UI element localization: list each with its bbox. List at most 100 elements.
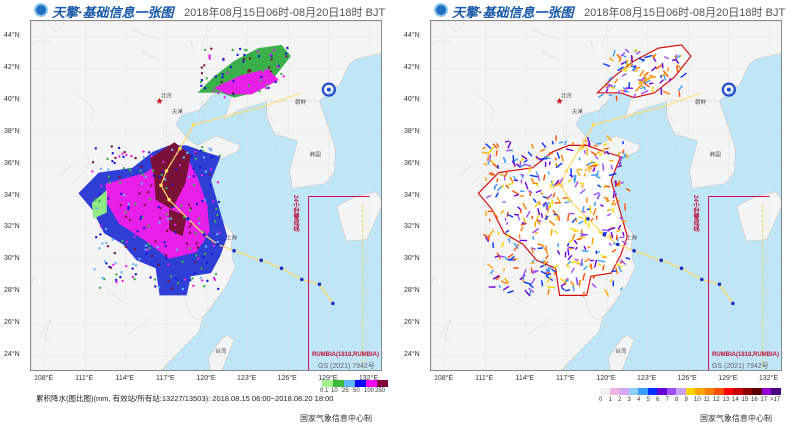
capital-star-icon: ★ bbox=[556, 96, 564, 106]
longitude-tick-label: 117°E bbox=[156, 375, 175, 382]
wind-barb bbox=[611, 199, 615, 206]
station-dot bbox=[199, 149, 203, 152]
wind-barb bbox=[537, 174, 541, 181]
legend-swatch bbox=[619, 388, 629, 395]
station-dot bbox=[127, 187, 130, 191]
station-dot bbox=[206, 279, 209, 283]
station-dot bbox=[133, 235, 136, 238]
wind-barb bbox=[593, 192, 600, 196]
station-dot bbox=[142, 156, 145, 159]
wind-barb bbox=[577, 168, 583, 171]
longitude-tick-label: 114°E bbox=[515, 375, 535, 382]
legend-label: 8 bbox=[675, 397, 679, 403]
wind-barb bbox=[507, 141, 512, 149]
typhoon-track-point bbox=[616, 242, 620, 247]
latitude-tick-label: 26°N bbox=[404, 319, 420, 327]
station-dot bbox=[240, 68, 244, 72]
wind-barb bbox=[603, 62, 611, 68]
legend-swatch bbox=[628, 388, 638, 395]
station-dot bbox=[208, 147, 211, 150]
wind-barb bbox=[596, 142, 602, 145]
typhoon-track-point bbox=[202, 233, 207, 237]
station-dot bbox=[223, 96, 226, 99]
wind-barb bbox=[482, 146, 487, 150]
station-dot bbox=[203, 198, 206, 202]
station-dot bbox=[190, 223, 193, 226]
left-precipitation-map: ★ 北京 天津 上海 朝鲜 韩国 台湾 bbox=[30, 20, 382, 371]
station-dot bbox=[174, 157, 177, 160]
station-dot bbox=[269, 53, 272, 56]
wind-barb bbox=[552, 183, 560, 188]
legend-swatch bbox=[676, 388, 686, 395]
typhoon-track-point bbox=[559, 183, 563, 188]
station-dot bbox=[152, 174, 155, 177]
right-storm-label: RUMBIA(1818,RUMBIA) bbox=[712, 352, 780, 358]
station-dot bbox=[164, 254, 168, 257]
station-dot bbox=[202, 156, 206, 159]
station-dot bbox=[212, 244, 215, 247]
wind-barb bbox=[494, 255, 500, 259]
station-dot bbox=[131, 267, 134, 270]
place-label: 北京 bbox=[561, 92, 573, 100]
wind-barb bbox=[567, 213, 570, 222]
wind-barb bbox=[609, 159, 614, 162]
typhoon-symbol-icon bbox=[726, 87, 731, 92]
province-border bbox=[72, 154, 90, 183]
station-dot bbox=[124, 211, 127, 214]
wind-barb bbox=[542, 201, 548, 206]
station-dot bbox=[217, 200, 221, 204]
wind-barb bbox=[619, 286, 624, 292]
longitude-tick-label: 111°E bbox=[75, 375, 94, 382]
tianqing-logo-icon bbox=[434, 3, 448, 17]
wind-barb bbox=[590, 160, 598, 166]
wind-barb bbox=[582, 272, 586, 281]
legend-label: 6 bbox=[656, 397, 660, 403]
province-border bbox=[562, 124, 574, 138]
typhoon-track-extension bbox=[193, 92, 302, 126]
place-label: 天津 bbox=[172, 109, 184, 116]
province-border bbox=[45, 320, 52, 342]
typhoon-track-point bbox=[700, 277, 704, 282]
station-dot bbox=[248, 57, 252, 60]
wind-barb bbox=[554, 179, 560, 186]
wind-barb bbox=[613, 202, 617, 206]
wind-barb bbox=[620, 156, 623, 162]
wind-barb bbox=[585, 164, 593, 170]
wind-barb bbox=[490, 171, 493, 176]
wind-barb bbox=[542, 201, 550, 208]
typhoon-track-point bbox=[317, 282, 322, 287]
wind-barb bbox=[634, 69, 638, 73]
station-dot bbox=[104, 227, 108, 231]
legend-swatch bbox=[355, 380, 366, 387]
station-dot bbox=[262, 70, 265, 73]
wind-barb bbox=[635, 66, 641, 70]
typhoon-symbol-icon bbox=[321, 82, 336, 97]
wind-barb bbox=[505, 229, 510, 234]
wind-barb bbox=[676, 64, 682, 70]
wind-barb bbox=[606, 197, 609, 203]
station-dot bbox=[208, 173, 212, 176]
right-period: 2018年08月15日06时-08月20日18时 BJT bbox=[584, 7, 786, 19]
wind-barb bbox=[677, 85, 684, 92]
station-dot bbox=[188, 225, 191, 229]
province-border bbox=[140, 50, 160, 61]
station-dot bbox=[162, 160, 165, 164]
left-storm-label: RUMBIA(1818,RUMBIA) bbox=[312, 352, 380, 358]
wind-barb bbox=[641, 59, 646, 62]
wind-barb bbox=[575, 278, 579, 285]
wind-barb bbox=[568, 238, 574, 243]
station-dot bbox=[108, 181, 112, 184]
station-dot bbox=[198, 165, 202, 168]
station-dot bbox=[166, 218, 170, 221]
wind-barb bbox=[498, 284, 501, 289]
wind-barb bbox=[541, 142, 547, 149]
station-dot bbox=[150, 155, 153, 158]
station-dot bbox=[199, 276, 202, 279]
legend-swatch bbox=[322, 380, 333, 387]
wind-barb bbox=[606, 83, 614, 88]
wind-barb bbox=[550, 228, 553, 236]
station-dot bbox=[103, 260, 107, 263]
station-dot bbox=[205, 77, 208, 80]
longitude-tick-label: 108°E bbox=[433, 375, 454, 382]
station-dot bbox=[282, 61, 286, 65]
